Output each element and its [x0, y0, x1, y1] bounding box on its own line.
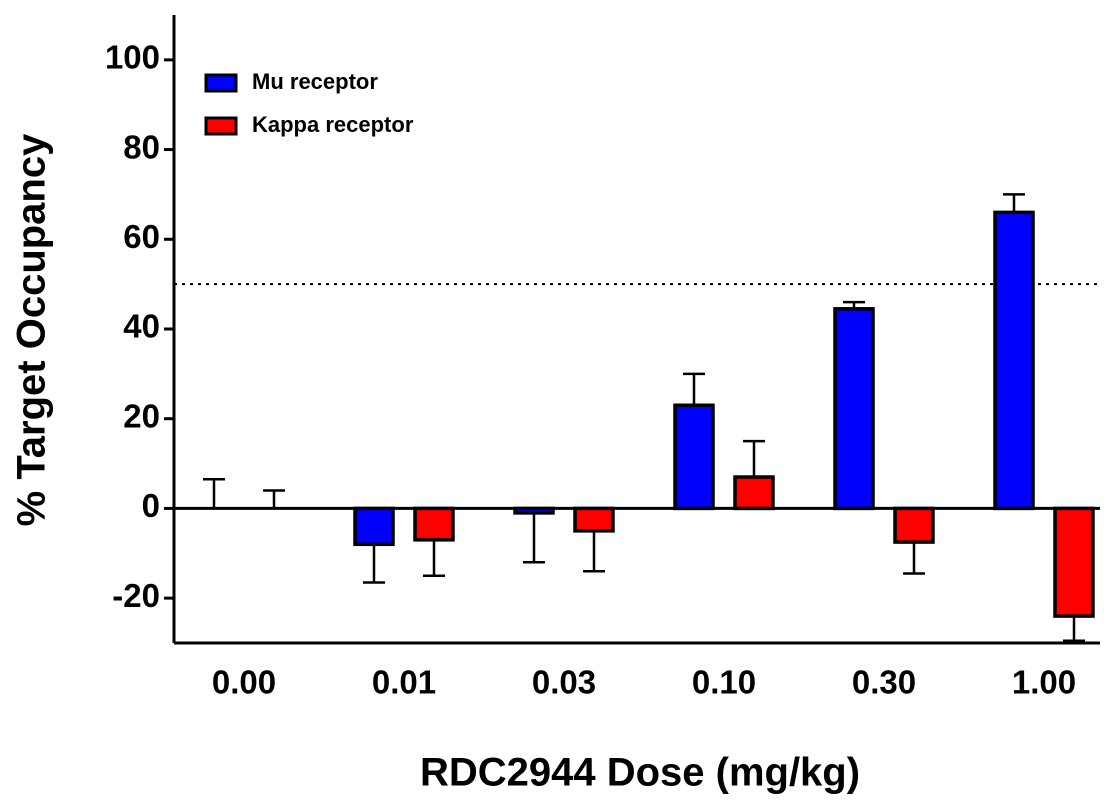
x-tick-label: 1.00 — [1012, 664, 1076, 701]
y-axis-title: % Target Occupancy — [10, 133, 54, 526]
bar — [993, 210, 1035, 511]
bar — [573, 506, 615, 533]
legend-label: Kappa receptor — [252, 112, 414, 137]
x-tick-label: 0.30 — [852, 664, 916, 701]
x-tick-label: 0.03 — [532, 664, 596, 701]
bar — [353, 506, 395, 547]
bar — [833, 307, 875, 511]
y-tick-label: 0 — [142, 487, 160, 524]
y-tick-label: -20 — [112, 577, 160, 614]
legend-swatch — [204, 116, 238, 136]
y-tick-label: 20 — [123, 397, 160, 434]
bar — [413, 506, 455, 542]
bar — [673, 403, 715, 511]
bar — [1053, 506, 1095, 618]
y-tick-label: 40 — [123, 308, 160, 345]
legend-swatch — [204, 73, 238, 93]
y-tick-label: 80 — [123, 128, 160, 165]
x-tick-label: 0.10 — [692, 664, 756, 701]
legend-label: Mu receptor — [252, 69, 378, 94]
x-axis-title: RDC2944 Dose (mg/kg) — [420, 751, 860, 795]
x-tick-label: 0.00 — [212, 664, 276, 701]
bar — [733, 475, 775, 511]
bar — [893, 506, 935, 544]
y-tick-label: 100 — [105, 39, 160, 76]
y-tick-label: 60 — [123, 218, 160, 255]
x-tick-label: 0.01 — [372, 664, 436, 701]
